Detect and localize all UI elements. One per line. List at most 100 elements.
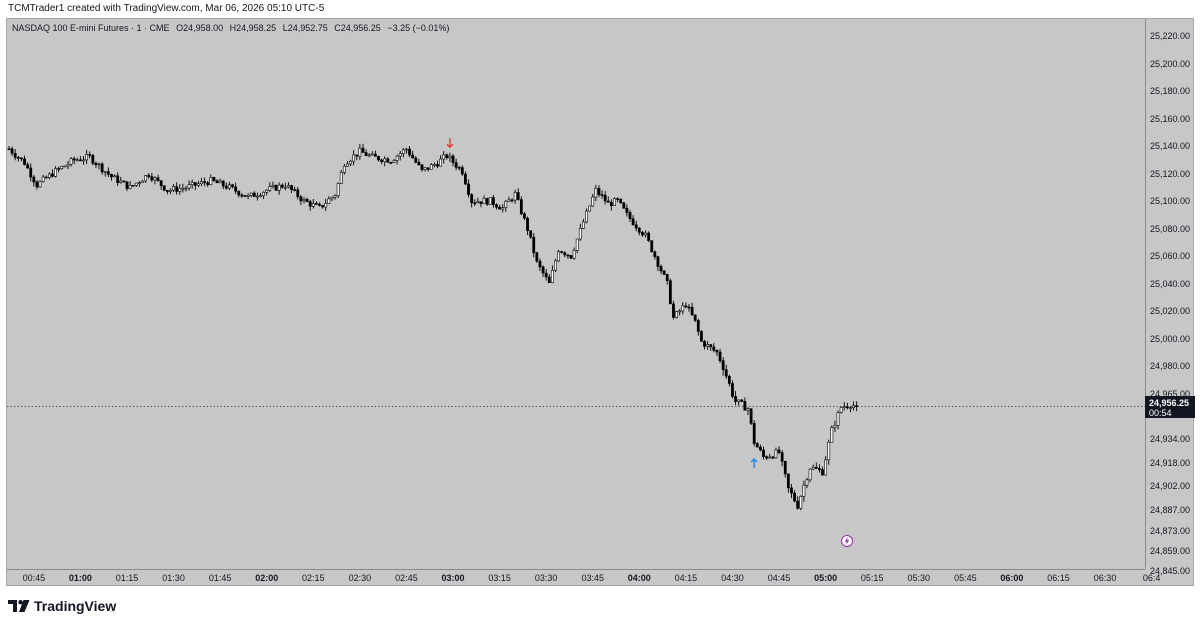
candle-body: [197, 183, 200, 186]
time-axis[interactable]: 00:45 01:00 01:15 01:30 01:45 02:00 02:15 02:30…: [7, 569, 1160, 587]
candle-body: [352, 154, 356, 162]
candle-body: [591, 196, 595, 207]
candle-body: [237, 190, 241, 196]
candle-body: [672, 303, 675, 318]
arrow-down-icon[interactable]: [446, 138, 454, 149]
price-axis[interactable]: 25,220.00 25,200.00 25,180.00 25,160.00 25,1…: [1145, 19, 1195, 576]
candle-body: [408, 148, 411, 156]
candle-body: [768, 456, 772, 459]
arrow-up-icon[interactable]: [750, 458, 758, 468]
candle-body: [786, 473, 790, 489]
candle-body: [72, 158, 76, 161]
candle-body: [678, 310, 682, 313]
candle-body: [516, 192, 520, 200]
candle-body: [277, 184, 281, 191]
tradingview-logo-icon: [8, 600, 30, 612]
time-tick-label: 02:15: [302, 573, 325, 583]
lightning-icon[interactable]: [841, 535, 853, 547]
candle-body: [793, 492, 796, 502]
candle-body: [411, 154, 415, 159]
time-tick-label: 05:30: [907, 573, 931, 583]
candle-body: [628, 212, 632, 220]
candle-body: [519, 199, 523, 215]
time-tick-label: 00:45: [22, 573, 46, 583]
candle-body: [703, 340, 706, 347]
candle-body: [578, 228, 582, 240]
candle-body: [759, 446, 762, 451]
candle-body: [501, 207, 505, 210]
legend-symbol[interactable]: NASDAQ 100 E-mini Futures · 1 · CME: [12, 23, 170, 33]
candle-body: [283, 186, 287, 189]
candle-body: [749, 408, 753, 424]
candle-body: [7, 148, 11, 151]
candle-body: [575, 238, 579, 251]
candle-body: [544, 272, 548, 278]
candle-body: [82, 159, 85, 162]
candle-body: [212, 177, 216, 181]
candle-body: [600, 194, 604, 196]
candle-body: [110, 173, 113, 178]
candle-body: [526, 217, 529, 231]
candle-body: [439, 158, 442, 167]
price-tick-label: 24,934.00: [1150, 434, 1191, 444]
candle-body: [51, 173, 54, 177]
price-tick-label: 25,060.00: [1150, 251, 1191, 261]
candle-body: [156, 177, 160, 181]
candle-body: [44, 176, 48, 179]
price-tick-label: 24,859.00: [1150, 546, 1191, 556]
candle-body: [802, 484, 806, 497]
candle-body: [482, 198, 486, 204]
price-tick-label: 24,873.00: [1150, 526, 1191, 536]
candle-body: [849, 407, 852, 409]
candle-body: [675, 311, 678, 318]
price-tick-label: 25,000.00: [1150, 334, 1191, 344]
candle-body: [113, 175, 116, 178]
candle-body: [603, 194, 607, 202]
plot-area[interactable]: NASDAQ 100 E-mini Futures · 1 · CME O24,…: [7, 19, 1145, 569]
candle-body: [467, 183, 470, 195]
candle-body: [426, 167, 430, 170]
candle-body: [495, 204, 498, 208]
price-chart[interactable]: [7, 19, 1145, 569]
price-tick-label: 25,180.00: [1150, 86, 1191, 96]
candle-body: [13, 153, 17, 158]
candle-body: [103, 171, 107, 173]
candle-body: [339, 172, 343, 184]
candle-body: [470, 194, 474, 204]
candle-body: [637, 227, 641, 233]
candle-body: [513, 192, 517, 201]
candle-body: [116, 175, 120, 183]
logo-text: TradingView: [34, 598, 117, 614]
candle-body: [361, 147, 365, 153]
candle-body: [321, 204, 325, 208]
candle-body: [169, 189, 172, 192]
candle-body: [423, 167, 427, 170]
candle-body: [414, 157, 418, 163]
candle-body: [392, 160, 396, 163]
tradingview-logo[interactable]: TradingView: [8, 598, 116, 614]
candle-body: [734, 396, 737, 402]
candle-body: [364, 152, 368, 157]
candle-body: [333, 195, 337, 198]
candle-body: [54, 168, 57, 177]
candle-body: [75, 159, 79, 162]
time-tick-label: 03:00: [441, 573, 465, 583]
candle-body: [827, 441, 831, 461]
candle-body: [221, 180, 225, 187]
candle-body: [293, 189, 297, 191]
candle-body: [833, 425, 837, 428]
candle-body: [662, 270, 666, 275]
candle-body: [128, 184, 132, 189]
candle-body: [274, 185, 278, 191]
chart-frame[interactable]: NASDAQ 100 E-mini Futures · 1 · CME O24,…: [6, 18, 1195, 587]
time-tick-label: 02:00: [255, 573, 279, 583]
candle-body: [10, 148, 14, 154]
candle-body: [706, 344, 710, 347]
price-tick-label: 25,100.00: [1150, 196, 1191, 206]
candle-body: [805, 479, 809, 486]
candle-body: [162, 185, 166, 191]
candle-body: [100, 163, 104, 173]
candle-body: [488, 197, 492, 205]
candle-body: [358, 147, 362, 157]
time-tick-label: 01:30: [162, 573, 185, 583]
